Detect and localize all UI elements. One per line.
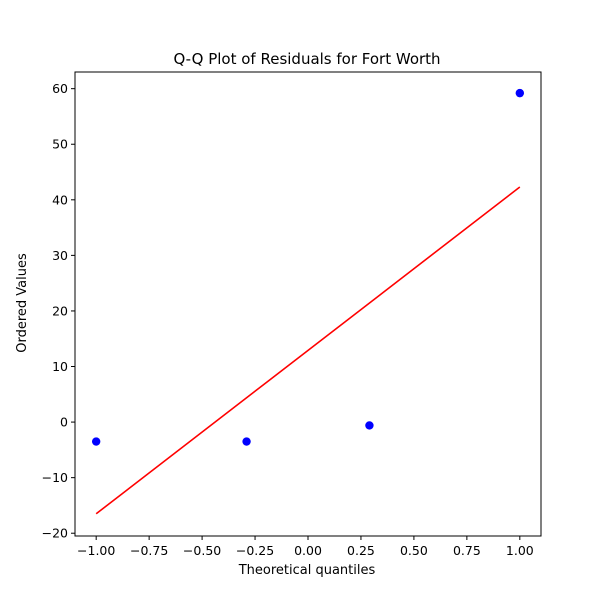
y-tick-label: 0 (60, 415, 68, 430)
fit-line (95, 186, 521, 515)
x-tick-label: 0.25 (347, 543, 375, 558)
y-tick-label: 50 (52, 137, 68, 152)
axes: −1.00 −0.75 −0.50 −0.25 0.00 0.25 0.50 0.75 1.00… (42, 71, 542, 558)
y-tick-label: 30 (52, 248, 68, 263)
plot-marks (91, 88, 525, 515)
data-point (515, 88, 525, 98)
x-tick-label: 0.00 (294, 543, 322, 558)
y-tick-label: 20 (52, 303, 68, 318)
x-tick-label: 0.75 (453, 543, 481, 558)
x-axis-label: Theoretical quantiles (238, 563, 376, 578)
y-tick-label: 60 (52, 81, 68, 96)
x-tick-label: −1.00 (77, 543, 115, 558)
y-tick-label: −10 (42, 470, 68, 485)
data-point (365, 421, 374, 430)
chart-title: Q-Q Plot of Residuals for Fort Worth (173, 50, 440, 68)
y-tick-label: 10 (52, 359, 68, 374)
x-tick-label: 0.50 (400, 543, 428, 558)
x-tick-label: −0.25 (236, 543, 274, 558)
y-tick-label: −20 (42, 526, 68, 541)
data-point (242, 437, 251, 446)
y-tick-label: 40 (52, 192, 68, 207)
plot-frame (74, 71, 542, 537)
x-tick-label: −0.75 (130, 543, 168, 558)
x-tick-label: −0.50 (183, 543, 221, 558)
y-axis-label: Ordered Values (15, 253, 30, 353)
x-tick-label: 1.00 (506, 543, 534, 558)
data-point (91, 437, 101, 446)
